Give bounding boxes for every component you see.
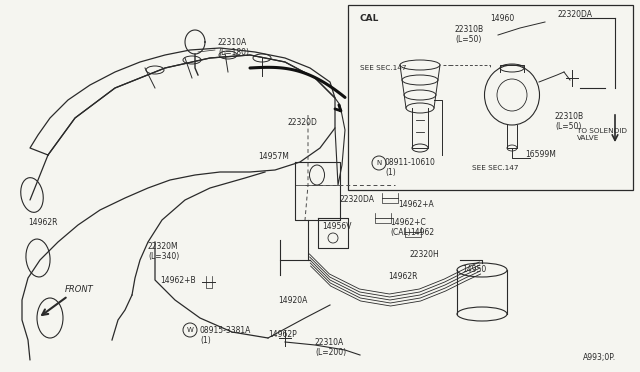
Text: 22320M
(L=340): 22320M (L=340) <box>148 242 179 262</box>
Text: 14962+B: 14962+B <box>160 276 196 285</box>
Text: FRONT: FRONT <box>65 285 93 294</box>
Text: 22320H: 22320H <box>410 250 440 259</box>
Text: 14950: 14950 <box>462 265 486 274</box>
Text: 22310A
(L=180): 22310A (L=180) <box>218 38 249 57</box>
Text: 14962+A: 14962+A <box>398 200 434 209</box>
Text: SEE SEC.147: SEE SEC.147 <box>472 165 518 171</box>
Text: A993;0P.: A993;0P. <box>584 353 616 362</box>
Text: 16599M: 16599M <box>525 150 556 159</box>
Text: 14957M: 14957M <box>258 152 289 161</box>
Text: TO SOLENOID
VALVE: TO SOLENOID VALVE <box>577 128 627 141</box>
Text: SEE SEC.147: SEE SEC.147 <box>360 65 406 71</box>
Text: 14962P: 14962P <box>268 330 297 339</box>
Text: 14920A: 14920A <box>278 296 307 305</box>
Bar <box>348 5 633 190</box>
Text: 08915-3381A
(1): 08915-3381A (1) <box>200 326 252 345</box>
Text: 08911-10610
(1): 08911-10610 (1) <box>385 158 436 177</box>
Text: W: W <box>187 327 193 333</box>
Text: 14962: 14962 <box>410 228 434 237</box>
Text: 22320DA: 22320DA <box>558 10 593 19</box>
Text: 14962R: 14962R <box>388 272 417 281</box>
Text: 22310B
(L=50): 22310B (L=50) <box>455 25 484 44</box>
Text: 14956V: 14956V <box>322 222 351 231</box>
Text: 14960: 14960 <box>490 14 515 23</box>
Text: 22320DA: 22320DA <box>340 195 375 204</box>
Text: 22310A
(L=200): 22310A (L=200) <box>315 338 346 357</box>
Text: N: N <box>376 160 381 166</box>
Text: 22320D: 22320D <box>288 118 318 127</box>
Text: 14962R: 14962R <box>28 218 58 227</box>
Text: 14962+C
(CAL): 14962+C (CAL) <box>390 218 426 237</box>
Text: 22310B
(L=50): 22310B (L=50) <box>555 112 584 131</box>
Text: CAL: CAL <box>360 14 380 23</box>
